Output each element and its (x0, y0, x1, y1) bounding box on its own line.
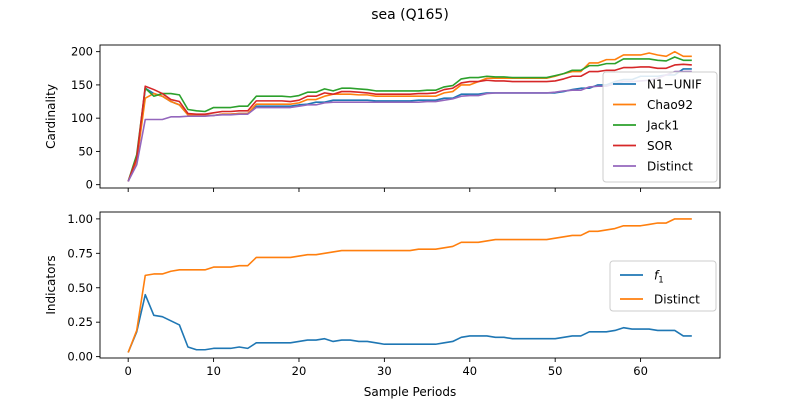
legend-label: Jack1 (646, 119, 679, 133)
x-axis-ticks: 0 10 20 30 40 50 60 (125, 358, 648, 378)
y-tick-label: 50 (78, 144, 93, 158)
y-tick-label: 0.75 (67, 246, 93, 260)
series-lines (127, 50, 692, 182)
x-axis-ticks (127, 188, 642, 192)
legend: N1−UNIF Chao92 Jack1 SOR Distinct (602, 71, 718, 183)
y-tick-label: 1.00 (67, 212, 93, 226)
y-axis-label: Indicators (44, 255, 58, 314)
x-tick-label: 60 (633, 364, 648, 378)
legend-label: f1 (654, 269, 664, 286)
series-line-sor (127, 63, 692, 182)
y-tick-label: 100 (71, 111, 93, 125)
series-line-distinct (127, 70, 692, 182)
figure-title: sea (Q165) (371, 7, 449, 23)
x-tick-label: 50 (548, 364, 563, 378)
series-lines (127, 218, 692, 353)
series-line-jack1 (127, 56, 692, 182)
x-axis-label: Sample Periods (364, 385, 456, 399)
y-axis-ticks: 0 50 100 150 200 (71, 45, 100, 192)
y-tick-label: 0 (86, 178, 93, 192)
legend-label: Distinct (647, 160, 693, 174)
legend-label: Chao92 (647, 98, 693, 112)
series-line-distinct (127, 218, 692, 353)
legend: f1 Distinct (609, 260, 717, 312)
plot-frame (99, 44, 721, 189)
y-tick-label: 0.50 (67, 281, 93, 295)
x-tick-label: 10 (206, 364, 221, 378)
legend-label: Distinct (654, 293, 700, 307)
x-tick-label: 20 (292, 364, 307, 378)
y-tick-label: 150 (71, 78, 93, 92)
legend-label: SOR (647, 139, 672, 153)
x-tick-label: 30 (377, 364, 392, 378)
x-tick-label: 0 (125, 364, 132, 378)
legend-label: N1−UNIF (647, 78, 702, 92)
y-axis-label: Cardinality (44, 84, 58, 149)
series-line-f1 (127, 293, 692, 353)
legend-box (602, 71, 718, 183)
chart-panel-1: 0 50 100 150 200 Cardinality N1−UNIF Chao92 Jack… (44, 44, 721, 192)
plot-frame (99, 211, 721, 359)
y-tick-label: 0.25 (67, 315, 93, 329)
y-tick-label: 0.00 (67, 350, 93, 364)
x-tick-label: 40 (462, 364, 477, 378)
chart-panel-2: 0 10 20 30 40 50 60 0.00 0.25 0.50 0.75 1.00 Indicat… (44, 211, 721, 378)
y-axis-ticks: 0.00 0.25 0.50 0.75 1.00 (67, 212, 100, 364)
y-tick-label: 200 (71, 45, 93, 59)
